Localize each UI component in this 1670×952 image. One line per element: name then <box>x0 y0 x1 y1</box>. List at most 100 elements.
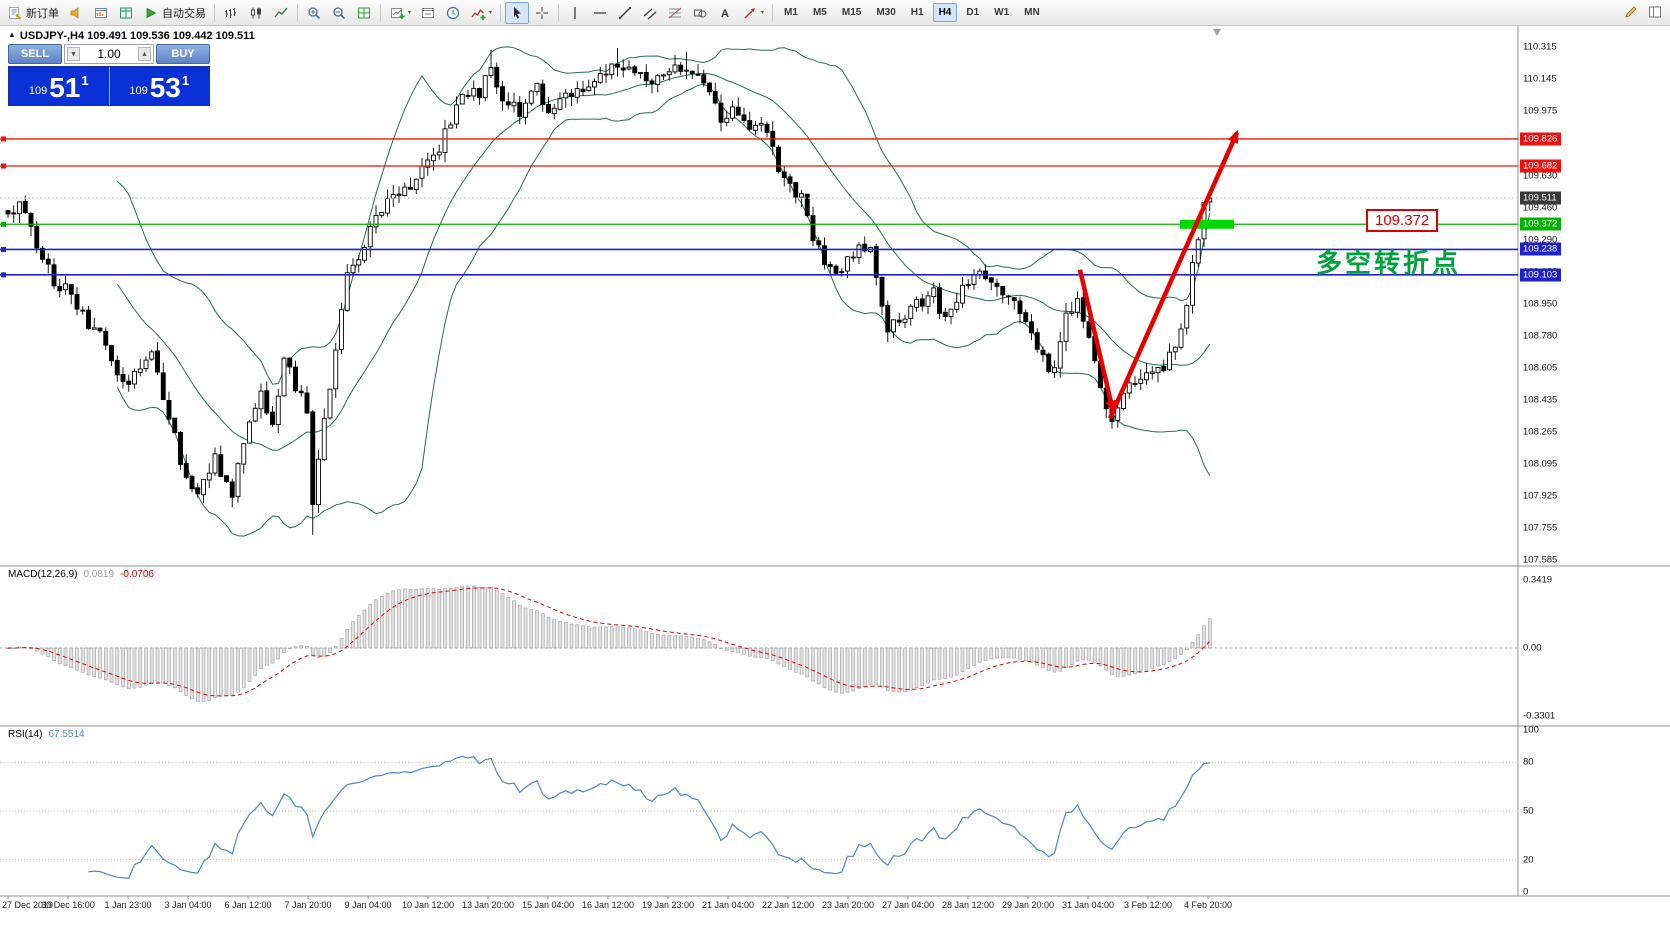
bar-chart-button[interactable] <box>219 2 243 24</box>
horn-icon <box>70 6 79 19</box>
time-axis-label: 13 Jan 20:00 <box>461 900 515 910</box>
new-order-label: 新订单 <box>26 7 59 20</box>
tile-icon <box>358 7 370 18</box>
volume-decrease-button[interactable]: ▼ <box>67 47 80 61</box>
bid-price-tag: 109.511 <box>1520 191 1561 205</box>
shapes-button[interactable] <box>688 2 712 24</box>
chart-title-text: USDJPY-,H4 109.491 109.536 109.442 109.5… <box>19 30 255 42</box>
sell-button[interactable]: SELL <box>8 44 62 64</box>
vertical-line-button[interactable] <box>563 2 587 24</box>
zoom-out-button[interactable] <box>327 2 351 24</box>
time-axis-label: 21 Jan 04:00 <box>701 900 755 910</box>
arrows-tool-button[interactable]: ▾ <box>738 2 768 24</box>
time-axis-label: 30 Dec 16:00 <box>41 900 95 910</box>
autotrading-button[interactable]: 自动交易 <box>139 2 210 24</box>
line-chart-icon <box>274 7 288 17</box>
buy-button[interactable]: BUY <box>156 44 210 64</box>
toolbar-right-icons <box>1619 1 1667 23</box>
timeframe-h1-button[interactable]: H1 <box>910 7 924 18</box>
time-axis-label: 28 Jan 12:00 <box>941 900 995 910</box>
edit-toolbar-button[interactable] <box>1619 1 1643 23</box>
horizontal-line-button[interactable] <box>588 2 612 24</box>
rsi-axis-label: 80 <box>1523 756 1534 768</box>
text-label-button[interactable]: A <box>713 2 737 24</box>
rsi-value: 67.5514 <box>48 729 85 740</box>
caret-down-icon: ▾ <box>489 10 493 16</box>
buy-price-display[interactable]: 109 53 1 <box>110 67 210 105</box>
price-level-lines[interactable] <box>0 136 1518 278</box>
price-axis-label: 107.755 <box>1523 522 1558 534</box>
support-zone-bar[interactable] <box>1180 219 1234 229</box>
dock-panel-button[interactable] <box>1643 1 1667 23</box>
sell-price-big: 51 <box>49 72 81 103</box>
timeframe-w1-button[interactable]: W1 <box>994 7 1010 18</box>
buy-price-prefix: 109 <box>129 85 148 97</box>
tile-windows-button[interactable] <box>352 2 376 24</box>
alerts-button[interactable] <box>64 2 88 24</box>
buy-price-big: 53 <box>149 72 181 103</box>
bar-chart-icon <box>225 7 236 18</box>
price-axis[interactable]: 110.315110.145109.975109.805109.630109.4… <box>1518 26 1670 898</box>
price-axis-label: 107.585 <box>1523 554 1558 566</box>
time-axis-label: 19 Jan 23:00 <box>641 900 695 910</box>
macd-signal-line <box>8 587 1211 697</box>
rsi-line <box>88 755 1210 879</box>
new-order-button[interactable]: 新订单 <box>3 2 63 24</box>
macd-axis-label: 0.00 <box>1523 642 1542 654</box>
timeframe-d1-button[interactable]: D1 <box>966 7 980 18</box>
volume-increase-button[interactable]: ▲ <box>137 47 151 61</box>
macd-axis-label: -0.3301 <box>1523 710 1556 722</box>
candlestick-chart-button[interactable] <box>244 2 268 24</box>
fibo-icon <box>668 7 682 18</box>
indicators-button[interactable]: ▾ <box>466 2 496 24</box>
equidistant-channel-button[interactable] <box>638 2 662 24</box>
crosshair-button[interactable] <box>530 2 554 24</box>
timeframe-m15-button[interactable]: M15 <box>841 7 862 18</box>
new-chart-icon <box>391 7 405 19</box>
candle-chart-icon <box>251 7 261 18</box>
charts-profile-button[interactable] <box>89 2 113 24</box>
timeframe-m30-button[interactable]: M30 <box>876 7 896 18</box>
macd-label: MACD(12,26,9) 0.0819 -0.0706 <box>8 569 160 580</box>
volume-field[interactable]: ▼ 1.00 ▲ <box>64 44 154 64</box>
trendline-button[interactable] <box>613 2 637 24</box>
timeframe-h4-button[interactable]: H4 <box>932 3 958 22</box>
pencil-icon <box>1625 6 1637 18</box>
collapse-trade-panel-icon[interactable]: ▲ <box>8 30 16 39</box>
line-chart-button[interactable] <box>269 2 293 24</box>
time-axis-label: 3 Feb 12:00 <box>1123 900 1173 910</box>
price-tag: 109.238 <box>1520 242 1562 256</box>
fibonacci-button[interactable] <box>663 2 687 24</box>
macd-signal-value: -0.0706 <box>120 569 154 580</box>
timeframe-m5-button[interactable]: M5 <box>812 7 827 18</box>
trend-arrows[interactable] <box>1077 129 1240 420</box>
time-axis[interactable]: 27 Dec 2019 30 Dec 16:00 1 Jan 23:00 3 Jan … <box>0 896 1518 922</box>
cursor-button[interactable] <box>505 1 530 24</box>
time-axis-label: 7 Jan 20:00 <box>284 900 332 910</box>
price-axis-label: 110.145 <box>1523 73 1557 85</box>
auto-scroll-button[interactable] <box>441 2 465 24</box>
bollinger-bands <box>116 46 1211 537</box>
sell-price-display[interactable]: 109 51 1 <box>9 67 109 105</box>
turning-point-text[interactable]: 多空转折点 <box>1316 248 1462 278</box>
down-arrow[interactable] <box>1077 269 1117 414</box>
toolbar-separator <box>500 3 502 22</box>
price-axis-label: 109.630 <box>1523 170 1558 182</box>
time-axis-label: 15 Jan 04:00 <box>521 900 575 910</box>
zoom-in-button[interactable] <box>302 2 326 24</box>
market-watch-button[interactable] <box>114 2 138 24</box>
time-axis-label: 29 Jan 20:00 <box>1001 900 1055 910</box>
macd-histogram <box>6 585 1212 702</box>
new-chart-button[interactable]: ▾ <box>385 2 415 24</box>
price-divider <box>108 67 110 105</box>
price-annotation-box[interactable]: 109.372 <box>1366 209 1439 232</box>
cursor-icon <box>514 6 522 19</box>
timeframe-mn-button[interactable]: MN <box>1024 7 1040 18</box>
timeframe-m1-button[interactable]: M1 <box>784 7 798 18</box>
chart-window-button[interactable] <box>416 2 440 24</box>
up-arrow[interactable] <box>1107 129 1240 420</box>
price-tag: 109.682 <box>1520 159 1562 173</box>
chart-shift-marker[interactable] <box>1213 29 1221 36</box>
